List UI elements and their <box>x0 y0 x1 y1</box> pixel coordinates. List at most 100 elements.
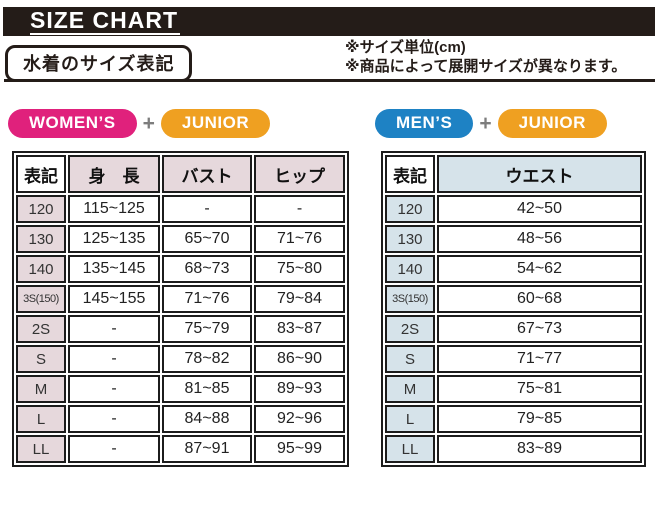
size-label-cell: 140 <box>385 255 435 283</box>
size-label-cell: 140 <box>16 255 66 283</box>
section-label: 水着のサイズ表記 <box>5 45 193 82</box>
mens-badge-group: MEN’S + JUNIOR <box>375 109 607 139</box>
table-row: 2S 67~73 <box>385 315 642 343</box>
table-row: 140 54~62 <box>385 255 642 283</box>
column-header-size: 表記 <box>385 155 435 193</box>
note-size-unit: ※サイズ単位(cm) <box>345 39 466 56</box>
size-label-cell: 130 <box>16 225 66 253</box>
section-header: 水着のサイズ表記 ※サイズ単位(cm) ※商品によって展開サイズが異なります。 <box>4 36 655 82</box>
table-row: 120 115~125- - <box>16 195 345 223</box>
womens-badge: WOMEN’S <box>8 109 137 139</box>
size-label-cell: 120 <box>385 195 435 223</box>
column-header-hip: ヒップ <box>254 155 345 193</box>
size-label-cell: 3S(150) <box>16 285 66 313</box>
value-cell: 115~125 <box>68 195 160 223</box>
value-cell: - <box>68 315 160 343</box>
value-cell: 79~84 <box>254 285 345 313</box>
column-header-size: 表記 <box>16 155 66 193</box>
table-row: LL 83~89 <box>385 435 642 463</box>
table-row: 120 42~50 <box>385 195 642 223</box>
size-label-cell: L <box>385 405 435 433</box>
title-bar: SIZE CHART <box>3 7 655 36</box>
notes: ※サイズ単位(cm) ※商品によって展開サイズが異なります。 <box>345 38 626 76</box>
table-row: L 79~85 <box>385 405 642 433</box>
value-cell: 68~73 <box>162 255 252 283</box>
value-cell: 135~145 <box>68 255 160 283</box>
value-cell: 89~93 <box>254 375 345 403</box>
size-label-cell: LL <box>16 435 66 463</box>
value-cell: 81~85 <box>162 375 252 403</box>
value-cell: 75~79 <box>162 315 252 343</box>
column-header-height: 身 長 <box>68 155 160 193</box>
value-cell: - <box>162 195 252 223</box>
value-cell: - <box>68 405 160 433</box>
value-cell: 78~82 <box>162 345 252 373</box>
value-cell: 71~76 <box>162 285 252 313</box>
table-row: S 71~77 <box>385 345 642 373</box>
size-label-cell: S <box>16 345 66 373</box>
value-cell: 42~50 <box>437 195 642 223</box>
header-row: 表記 身 長 バスト ヒップ <box>16 155 345 193</box>
value-cell: 67~73 <box>437 315 642 343</box>
table-row: 130 125~135 65~70 71~76 <box>16 225 345 253</box>
value-cell: 54~62 <box>437 255 642 283</box>
plus-sign: + <box>479 112 492 136</box>
size-label-cell: 120 <box>16 195 66 223</box>
value-cell: - <box>254 195 345 223</box>
value-cell: - <box>68 375 160 403</box>
size-label-cell: L <box>16 405 66 433</box>
value-cell: 65~70 <box>162 225 252 253</box>
value-cell: - <box>68 345 160 373</box>
value-cell: 84~88 <box>162 405 252 433</box>
size-label-cell: M <box>385 375 435 403</box>
table-row: S -78~82 86~90 <box>16 345 345 373</box>
value-cell: 83~87 <box>254 315 345 343</box>
value-cell: 95~99 <box>254 435 345 463</box>
size-label-cell: M <box>16 375 66 403</box>
value-cell: 125~135 <box>68 225 160 253</box>
page-title: SIZE CHART <box>30 8 180 36</box>
size-label-cell: 3S(150) <box>385 285 435 313</box>
table-row: 3S(150) 145~155 71~76 79~84 <box>16 285 345 313</box>
column-header-bust: バスト <box>162 155 252 193</box>
table-row: 3S(150) 60~68 <box>385 285 642 313</box>
junior-badge: JUNIOR <box>160 109 271 139</box>
value-cell: 71~76 <box>254 225 345 253</box>
value-cell: 86~90 <box>254 345 345 373</box>
table-row: 2S -75~79 83~87 <box>16 315 345 343</box>
table-row: M -81~85 89~93 <box>16 375 345 403</box>
size-label-cell: 2S <box>385 315 435 343</box>
mens-badge: MEN’S <box>375 109 474 139</box>
value-cell: 92~96 <box>254 405 345 433</box>
value-cell: 79~85 <box>437 405 642 433</box>
tables-area: 表記 身 長 バスト ヒップ 120 115~125- -130 125~135 65~… <box>12 151 646 467</box>
womens-badge-group: WOMEN’S + JUNIOR <box>8 109 271 139</box>
size-label-cell: 2S <box>16 315 66 343</box>
womens-size-table: 表記 身 長 バスト ヒップ 120 115~125- -130 125~135 65~… <box>12 151 349 467</box>
size-label-cell: 130 <box>385 225 435 253</box>
value-cell: 145~155 <box>68 285 160 313</box>
value-cell: 75~80 <box>254 255 345 283</box>
size-label-cell: S <box>385 345 435 373</box>
value-cell: 71~77 <box>437 345 642 373</box>
junior-badge: JUNIOR <box>497 109 607 139</box>
table-row: M 75~81 <box>385 375 642 403</box>
value-cell: 60~68 <box>437 285 642 313</box>
table-row: 130 48~56 <box>385 225 642 253</box>
table-row: L -84~88 92~96 <box>16 405 345 433</box>
table-row: 140 135~145 68~73 75~80 <box>16 255 345 283</box>
size-label-cell: LL <box>385 435 435 463</box>
plus-sign: + <box>142 112 155 136</box>
value-cell: 75~81 <box>437 375 642 403</box>
table-row: LL -87~91 95~99 <box>16 435 345 463</box>
value-cell: 48~56 <box>437 225 642 253</box>
mens-size-table: 表記 ウエスト 120 42~50 130 48~56 140 54~62 3S(150) 6… <box>381 151 646 467</box>
column-header-waist: ウエスト <box>437 155 642 193</box>
value-cell: 83~89 <box>437 435 642 463</box>
value-cell: - <box>68 435 160 463</box>
note-size-range: ※商品によって展開サイズが異なります。 <box>345 58 627 75</box>
value-cell: 87~91 <box>162 435 252 463</box>
badges-row: WOMEN’S + JUNIOR MEN’S + JUNIOR <box>0 109 655 139</box>
header-row: 表記 ウエスト <box>385 155 642 193</box>
